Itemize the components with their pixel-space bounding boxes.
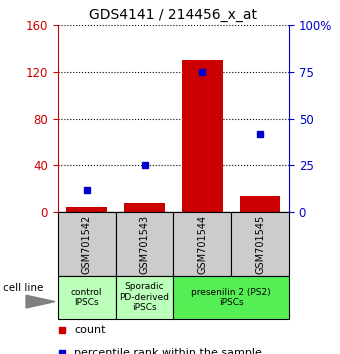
Bar: [124, 203, 165, 212]
Bar: [116, 276, 173, 319]
Bar: [173, 212, 231, 276]
Bar: [67, 206, 107, 212]
Text: presenilin 2 (PS2)
iPSCs: presenilin 2 (PS2) iPSCs: [191, 288, 271, 307]
Bar: [182, 60, 223, 212]
Bar: [231, 212, 289, 276]
Text: control
IPSCs: control IPSCs: [71, 288, 102, 307]
Title: GDS4141 / 214456_x_at: GDS4141 / 214456_x_at: [89, 8, 257, 22]
Text: GSM701545: GSM701545: [255, 215, 265, 274]
Text: percentile rank within the sample: percentile rank within the sample: [74, 348, 262, 354]
Text: GSM701543: GSM701543: [139, 215, 150, 274]
Polygon shape: [26, 295, 55, 308]
Text: GSM701544: GSM701544: [197, 215, 207, 274]
Text: Sporadic
PD-derived
iPSCs: Sporadic PD-derived iPSCs: [119, 282, 170, 312]
Bar: [58, 276, 116, 319]
Bar: [240, 196, 280, 212]
Text: count: count: [74, 325, 105, 335]
Text: GSM701542: GSM701542: [82, 215, 92, 274]
Bar: [173, 276, 289, 319]
Bar: [58, 212, 116, 276]
Text: cell line: cell line: [3, 283, 43, 293]
Bar: [116, 212, 173, 276]
